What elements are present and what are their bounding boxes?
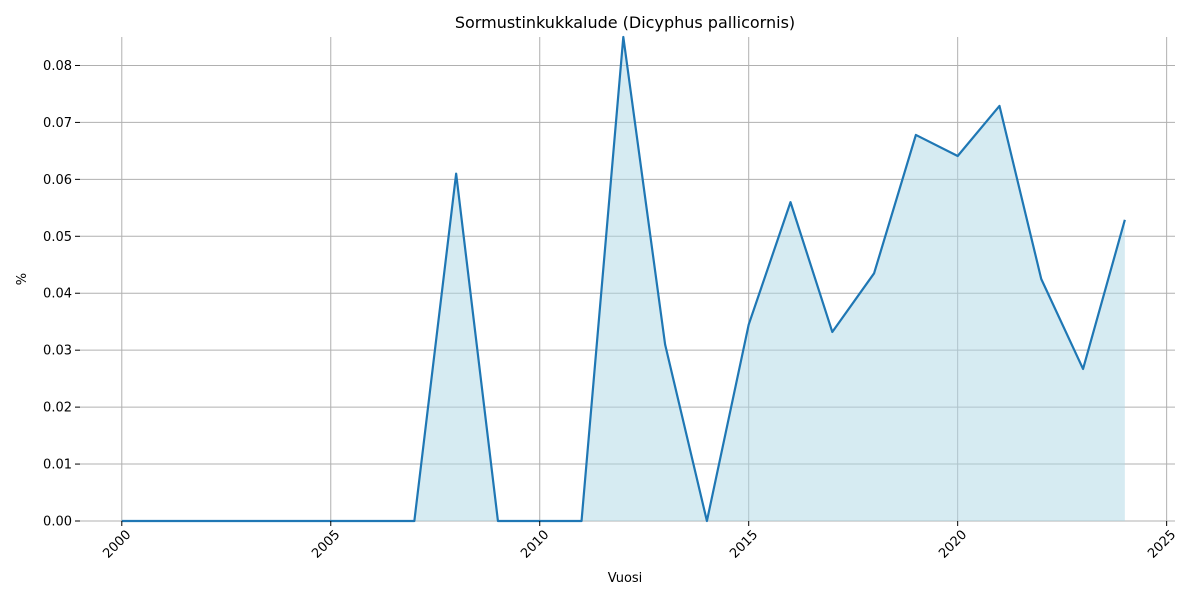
series-line (121, 35, 1126, 523)
y-tick-label: 0.07 (43, 116, 72, 131)
area-fill-layer (121, 37, 1125, 521)
chart-title: Sormustinkukkalude (Dicyphus pallicornis… (455, 13, 795, 32)
y-tick-label: 0.03 (43, 344, 72, 359)
x-axis-title: Vuosi (608, 571, 643, 586)
x-tick-label: 2025 (1145, 528, 1179, 562)
y-tick-label: 0.04 (43, 287, 72, 302)
y-tick-label: 0.05 (43, 230, 72, 245)
x-tick-label: 2010 (518, 528, 552, 562)
y-tick-label: 0.02 (43, 401, 72, 416)
x-tick-label: 2020 (936, 528, 970, 562)
series-line-layer (121, 35, 1126, 523)
y-tick-label: 0.08 (43, 59, 72, 74)
y-tick-label: 0.06 (43, 173, 72, 188)
y-tick-label: 0.01 (43, 458, 72, 473)
y-axis: 0.00 0.01 0.02 0.03 0.04 0.05 0.06 0.07 0.08 (43, 59, 80, 530)
y-axis-title: % (15, 273, 30, 285)
y-tick-label: 0.00 (43, 515, 72, 530)
area-fill (121, 37, 1125, 521)
x-axis: 2000 2005 2010 2015 2020 2025 (100, 521, 1179, 562)
x-tick-label: 2005 (309, 528, 343, 562)
x-tick-label: 2000 (100, 528, 134, 562)
x-tick-label: 2015 (727, 528, 761, 562)
